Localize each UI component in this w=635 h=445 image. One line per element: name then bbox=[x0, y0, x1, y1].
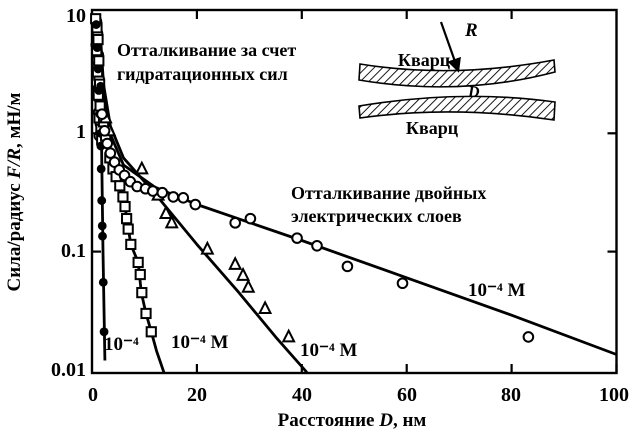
filled-circle-marker bbox=[92, 43, 102, 53]
open-circle-marker bbox=[522, 331, 535, 343]
concentration-label-2: 10⁻⁴ М bbox=[171, 332, 228, 353]
open-square-marker bbox=[117, 191, 129, 203]
open-square-marker bbox=[92, 33, 104, 46]
filled-circle-marker bbox=[98, 277, 108, 287]
filled-circle-marker bbox=[99, 327, 109, 337]
open-square-marker bbox=[134, 268, 146, 281]
concentration-label-4: 10⁻⁴ М bbox=[468, 280, 525, 301]
open-circle-marker bbox=[396, 277, 409, 290]
quartz-top-surface bbox=[358, 59, 556, 88]
y-tick-0.01: 0.01 bbox=[51, 359, 86, 381]
x-tick-80: 80 bbox=[501, 384, 521, 406]
open-circle-marker bbox=[244, 212, 257, 225]
double-layer-annotation-line1: Отталкивание двойных bbox=[291, 183, 486, 203]
filled-circle-marker bbox=[93, 64, 103, 74]
open-square-marker bbox=[122, 223, 134, 235]
x-tick-0: 0 bbox=[88, 384, 98, 406]
open-square-marker bbox=[140, 307, 152, 320]
open-triangle-marker bbox=[134, 160, 149, 175]
plot-frame bbox=[90, 8, 618, 375]
hydration-annotation-line2: гидратационных сил bbox=[117, 64, 288, 84]
open-circle-marker bbox=[147, 185, 159, 197]
open-square-marker bbox=[136, 287, 148, 299]
quartz-inset: Кварц Кварц R D bbox=[358, 20, 556, 138]
filled-circle-marker bbox=[96, 164, 106, 174]
open-triangle-marker bbox=[236, 266, 251, 281]
open-square-marker bbox=[119, 201, 131, 213]
open-circle-marker bbox=[229, 217, 241, 229]
x-tick-20: 20 bbox=[187, 384, 207, 406]
open-square-marker bbox=[114, 180, 126, 192]
y-tick-10: 10 bbox=[66, 5, 86, 27]
open-circle-marker bbox=[96, 108, 108, 121]
open-triangle-marker bbox=[241, 278, 256, 293]
radius-arrow-icon bbox=[439, 21, 461, 73]
open-circle-marker bbox=[177, 191, 190, 204]
open-square-marker bbox=[132, 256, 144, 269]
open-triangle-marker bbox=[228, 255, 243, 270]
open-circle-marker bbox=[101, 137, 114, 150]
gap-label: D bbox=[467, 84, 480, 101]
open-circle-marker bbox=[167, 191, 180, 203]
open-triangle-marker bbox=[158, 205, 173, 219]
series-markers bbox=[90, 13, 535, 343]
x-tick-60: 60 bbox=[397, 384, 417, 406]
y-axis-title: Сила/радиус F/R, мН/м bbox=[4, 92, 25, 291]
open-square-marker bbox=[121, 213, 133, 225]
open-circle-marker bbox=[98, 124, 111, 137]
open-triangle-marker bbox=[258, 300, 273, 315]
x-tick-100: 100 bbox=[599, 384, 629, 406]
filled-circle-marker bbox=[97, 196, 107, 205]
quartz-bottom-label: Кварц bbox=[406, 118, 459, 138]
open-circle-marker bbox=[104, 147, 117, 159]
quartz-top-label: Кварц bbox=[398, 50, 451, 70]
radius-label: R bbox=[464, 20, 478, 41]
y-tick-0.1: 0.1 bbox=[61, 240, 86, 262]
open-square-marker bbox=[93, 55, 105, 67]
x-axis-title: Расстояние D, нм bbox=[278, 410, 427, 431]
filled-circle-marker bbox=[91, 20, 101, 29]
x-tick-40: 40 bbox=[292, 384, 312, 406]
open-triangle-marker bbox=[164, 214, 179, 229]
open-triangle-marker bbox=[281, 328, 296, 343]
open-square-marker bbox=[125, 238, 137, 251]
concentration-label-1: 10⁻⁴ bbox=[104, 334, 139, 355]
filled-circle-marker bbox=[97, 221, 107, 231]
open-circle-marker bbox=[189, 198, 202, 211]
y-tick-1: 1 bbox=[76, 121, 86, 143]
open-circle-marker bbox=[341, 260, 354, 273]
hydration-annotation-line1: Отталкивание за счет bbox=[117, 40, 296, 60]
open-circle-marker bbox=[156, 186, 169, 199]
double-layer-annotation-line2: электрических слоев bbox=[291, 206, 462, 226]
filled-circle-marker bbox=[98, 231, 107, 241]
open-triangle-marker bbox=[200, 240, 215, 255]
filled-circle-marker bbox=[96, 81, 106, 91]
open-circle-marker bbox=[291, 232, 303, 244]
quartz-bottom-surface bbox=[358, 95, 556, 121]
concentration-label-3: 10⁻⁴ М bbox=[300, 340, 357, 361]
open-circle-marker bbox=[311, 239, 323, 252]
open-square-marker bbox=[145, 326, 157, 338]
